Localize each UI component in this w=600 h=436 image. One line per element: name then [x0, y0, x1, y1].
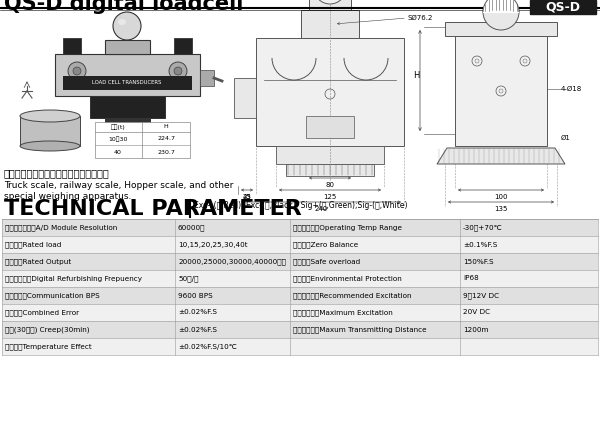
- Text: Truck scale, railway scale, Hopper scale, and other: Truck scale, railway scale, Hopper scale…: [4, 181, 233, 190]
- Bar: [2, 287, 598, 304]
- Text: 224.7: 224.7: [157, 136, 175, 142]
- Bar: [105, 40, 150, 54]
- Text: 10～30: 10～30: [109, 136, 128, 142]
- Bar: [2, 253, 598, 270]
- Text: 150%F.S: 150%F.S: [463, 259, 494, 265]
- Text: Ø1: Ø1: [561, 135, 571, 141]
- Circle shape: [68, 62, 86, 80]
- Text: 240: 240: [314, 206, 328, 212]
- Bar: [55, 54, 200, 96]
- Bar: [286, 164, 374, 176]
- Text: 125: 125: [323, 194, 337, 200]
- Bar: [301, 10, 359, 38]
- Text: ±0.02%F.S: ±0.02%F.S: [178, 310, 217, 316]
- Text: ±0.1%F.S: ±0.1%F.S: [463, 242, 497, 248]
- Text: 综合精度Combined Error: 综合精度Combined Error: [5, 309, 79, 316]
- Circle shape: [314, 0, 346, 4]
- Text: 数据刷新速率Digital Refurbishing Frepuency: 数据刷新速率Digital Refurbishing Frepuency: [5, 275, 142, 282]
- Text: 60000码: 60000码: [178, 224, 205, 231]
- Bar: [483, 0, 519, 13]
- Circle shape: [73, 67, 81, 75]
- Text: 1200m: 1200m: [463, 327, 488, 333]
- Text: 50次/秒: 50次/秒: [178, 275, 199, 282]
- Circle shape: [174, 67, 182, 75]
- Text: 45: 45: [242, 194, 251, 200]
- Text: 数字模块分辨数A/D Module Resolution: 数字模块分辨数A/D Module Resolution: [5, 224, 117, 231]
- Text: ±0.02%F.S: ±0.02%F.S: [178, 327, 217, 333]
- Bar: [105, 118, 150, 132]
- Text: special weighing apparatus.: special weighing apparatus.: [4, 192, 131, 201]
- Text: SØ76.2: SØ76.2: [408, 15, 433, 21]
- Bar: [2, 219, 598, 236]
- Text: 4-Ø18: 4-Ø18: [561, 86, 582, 92]
- Bar: [2, 338, 598, 355]
- Bar: [455, 36, 547, 146]
- Bar: [2, 321, 598, 338]
- Bar: [2, 304, 598, 321]
- Text: 零点输出Zero Balance: 零点输出Zero Balance: [293, 241, 358, 248]
- Text: 通讯波特率Communication BPS: 通讯波特率Communication BPS: [5, 292, 100, 299]
- Text: 安全过载Safe overload: 安全过载Safe overload: [293, 258, 360, 265]
- Text: IP68: IP68: [463, 276, 479, 282]
- Bar: [530, 0, 596, 14]
- Bar: [200, 70, 214, 86]
- Circle shape: [113, 12, 141, 40]
- Text: 额定载荷Rated load: 额定载荷Rated load: [5, 241, 61, 248]
- Bar: [276, 146, 384, 164]
- Bar: [90, 96, 165, 118]
- Bar: [445, 22, 557, 36]
- Bar: [234, 78, 256, 118]
- Text: 额定输出Rated Output: 额定输出Rated Output: [5, 258, 71, 265]
- Text: 推荐输入电压Recommended Excitation: 推荐输入电压Recommended Excitation: [293, 292, 412, 299]
- Ellipse shape: [20, 110, 80, 122]
- Circle shape: [169, 62, 187, 80]
- Bar: [0, 10, 600, 166]
- Text: 9～12V DC: 9～12V DC: [463, 292, 499, 299]
- Text: 10,15,20,25,30,40t: 10,15,20,25,30,40t: [178, 242, 248, 248]
- Bar: [306, 116, 354, 138]
- Text: 最大传输距离Maxum Transmitting Distance: 最大传输距离Maxum Transmitting Distance: [293, 326, 427, 333]
- Text: 覇变(30分钟) Creep(30min): 覇变(30分钟) Creep(30min): [5, 326, 89, 333]
- Text: 重量(t): 重量(t): [110, 124, 125, 130]
- Text: H: H: [164, 125, 169, 129]
- Text: QS-D digital loadcell: QS-D digital loadcell: [4, 0, 244, 14]
- Bar: [2, 236, 598, 253]
- Text: 使用温度范围Operating Temp Range: 使用温度范围Operating Temp Range: [293, 224, 402, 231]
- Text: QS-D: QS-D: [545, 0, 581, 14]
- Circle shape: [483, 0, 519, 30]
- Ellipse shape: [118, 19, 126, 25]
- Text: Exc+(红,Red); Exc-(黑,Black); Sig+(绿,Green);Sig-(白,White): Exc+(红,Red); Exc-(黑,Black); Sig+(绿,Green…: [194, 201, 407, 210]
- Bar: [256, 38, 404, 146]
- Text: LOAD CELL TRANSDUCERS: LOAD CELL TRANSDUCERS: [92, 81, 161, 85]
- Text: 防护等级Environmental Protection: 防护等级Environmental Protection: [293, 275, 402, 282]
- Text: 20V DC: 20V DC: [463, 310, 490, 316]
- Bar: [309, 0, 351, 10]
- Text: H: H: [413, 72, 419, 81]
- Text: 80: 80: [325, 182, 335, 188]
- Text: 100: 100: [494, 194, 508, 200]
- Text: 最大输入电压Maximum Excitation: 最大输入电压Maximum Excitation: [293, 309, 393, 316]
- Text: 汽车秤、轨道秤、配料秤及各种专用衡器: 汽车秤、轨道秤、配料秤及各种专用衡器: [4, 168, 110, 178]
- Text: 23: 23: [242, 194, 251, 200]
- Text: 230.7: 230.7: [157, 150, 175, 154]
- Text: 9600 BPS: 9600 BPS: [178, 293, 213, 299]
- Bar: [95, 122, 190, 158]
- Bar: [20, 116, 80, 146]
- Bar: [174, 38, 192, 54]
- Text: 温度系数Temperature Effect: 温度系数Temperature Effect: [5, 343, 92, 350]
- Text: -30～+70℃: -30～+70℃: [463, 224, 503, 231]
- Bar: [63, 38, 81, 54]
- Text: 40: 40: [114, 150, 122, 154]
- Text: ±0.02%F.S/10℃: ±0.02%F.S/10℃: [178, 344, 237, 350]
- Bar: [63, 76, 192, 90]
- Polygon shape: [437, 148, 565, 164]
- Text: 135: 135: [494, 206, 508, 212]
- Ellipse shape: [20, 141, 80, 151]
- Bar: [2, 270, 598, 287]
- Text: TECHNICAL PARAMETER: TECHNICAL PARAMETER: [4, 199, 302, 219]
- Text: 20000,25000,30000,40000内码: 20000,25000,30000,40000内码: [178, 258, 286, 265]
